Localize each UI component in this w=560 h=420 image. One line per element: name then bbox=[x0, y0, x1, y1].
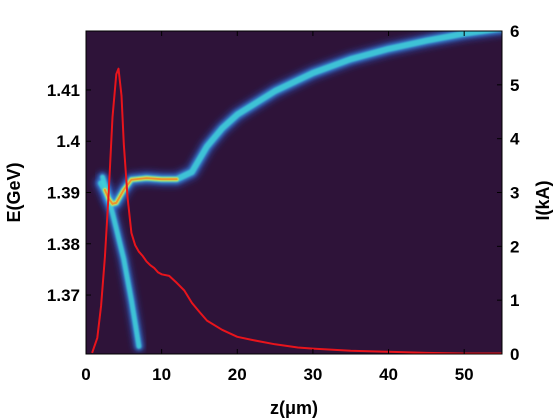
y-right-tick-label: 3 bbox=[510, 184, 519, 203]
x-tick-label: 0 bbox=[81, 365, 90, 384]
x-tick-label: 20 bbox=[228, 365, 247, 384]
y-left-tick-label: 1.39 bbox=[47, 184, 80, 203]
y-right-tick-label: 0 bbox=[510, 345, 519, 364]
x-tick-label: 50 bbox=[455, 365, 474, 384]
y-right-tick-label: 2 bbox=[510, 237, 519, 256]
right-y-axis-label: I(kA) bbox=[533, 180, 553, 220]
y-left-tick-label: 1.38 bbox=[47, 235, 80, 254]
axes-layer: 0 10 20 30 40 50 1.37 1.38 1.39 1.4 1.41 0 1 2 3 4 5 6 bbox=[47, 22, 520, 384]
left-y-axis-label: E(GeV) bbox=[4, 162, 24, 222]
x-tick-label: 30 bbox=[303, 365, 322, 384]
plot-layer bbox=[91, 31, 502, 354]
y-right-tick-label: 1 bbox=[510, 291, 519, 310]
x-tick-label: 10 bbox=[152, 365, 171, 384]
y-right-tick-label: 6 bbox=[510, 22, 519, 41]
current-profile-line bbox=[91, 67, 502, 354]
y-right-tick-label: 5 bbox=[510, 76, 519, 95]
y-left-tick-label: 1.37 bbox=[47, 286, 80, 305]
x-axis-label: z(μm) bbox=[270, 398, 318, 418]
energy-core-orange bbox=[104, 177, 178, 205]
y-left-tick-label: 1.41 bbox=[47, 81, 80, 100]
y-right-tick-label: 4 bbox=[510, 130, 520, 149]
x-tick-label: 40 bbox=[379, 365, 398, 384]
y-left-tick-label: 1.4 bbox=[56, 132, 80, 151]
